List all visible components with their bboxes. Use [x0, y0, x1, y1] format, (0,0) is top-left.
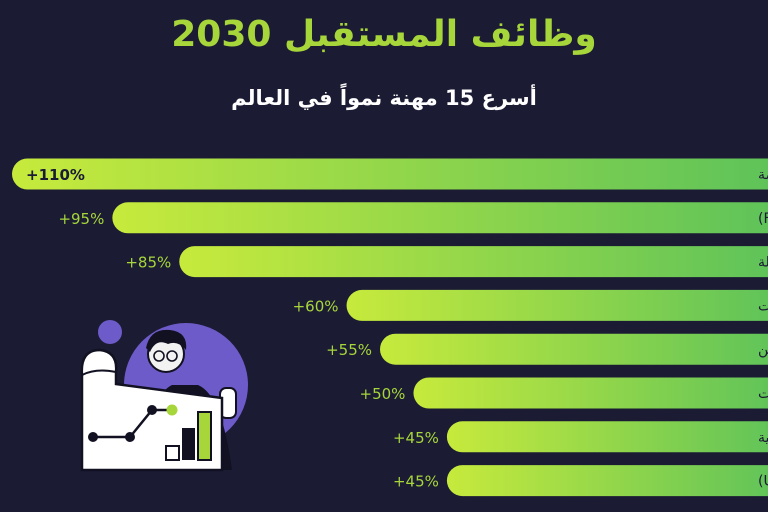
value-label-2: +85% — [125, 254, 171, 272]
category-label-4: أخصائيو إدارة الأمن — [758, 340, 768, 358]
bar-graph-icon — [165, 411, 212, 461]
category-label-3: مطورو البرامج والتطبيقات — [758, 298, 768, 314]
value-label-0: +110% — [26, 166, 85, 184]
bar-0 — [12, 158, 768, 190]
bar-5 — [413, 377, 768, 409]
page-subtitle: أسرع 15 مهنة نمواً في العالم — [231, 86, 537, 110]
value-label-6: +45% — [393, 429, 439, 447]
value-label-1: +95% — [58, 210, 104, 228]
bar-1 — [112, 202, 768, 234]
bar-2 — [179, 246, 768, 278]
bar-7 — [446, 465, 768, 497]
value-label-7: +45% — [393, 473, 439, 491]
category-label-0: أخصائيو البيانات الضخمة — [758, 165, 768, 183]
line-graph-icon — [88, 404, 178, 442]
value-label-4: +55% — [326, 341, 372, 359]
bar-3 — [346, 289, 768, 321]
page-title: وظائف المستقبل 2030 — [171, 14, 597, 55]
value-label-3: +60% — [293, 297, 339, 315]
category-label-7: مصممو واجهة المستخدم (UI/UX) — [758, 474, 768, 490]
bar-6 — [446, 421, 768, 453]
bar-4 — [380, 333, 768, 365]
category-label-5: أخصائيو تخزين البيانات — [758, 384, 768, 402]
category-label-1: (FinTech) مهندسو التكنولوجيا المالية — [758, 211, 768, 227]
value-label-5: +50% — [360, 385, 406, 403]
category-label-2: أخصائيو الذكاء الاصطناعي وتعلم الآلة — [758, 253, 768, 271]
category-label-6: أخصائيو المركبات ذاتية القيادة والكهربائ… — [758, 428, 768, 446]
